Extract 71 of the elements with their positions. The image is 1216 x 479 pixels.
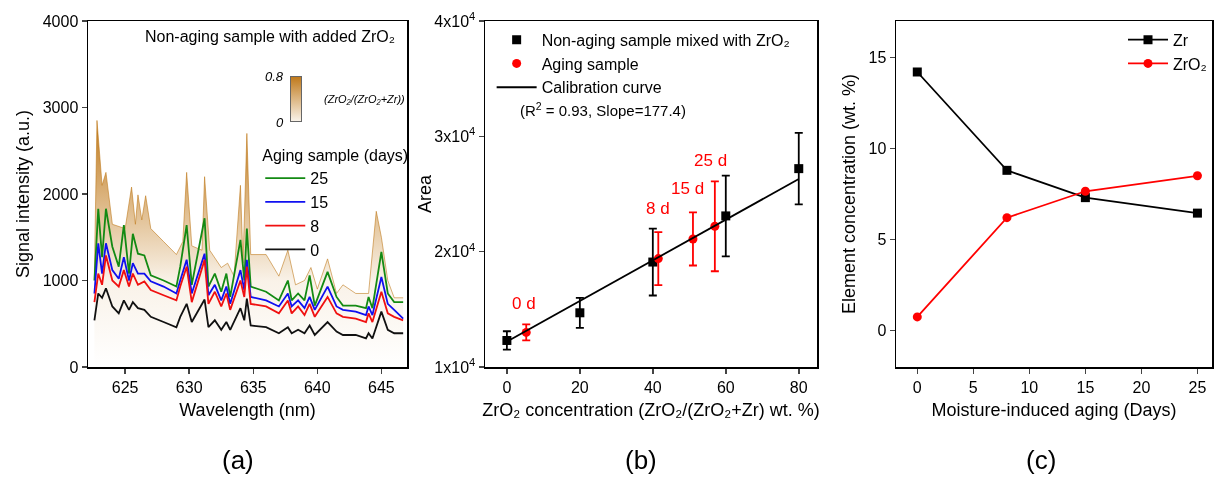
x-tick-label: 0 xyxy=(502,378,512,396)
annotation: Non-aging sample with added ZrO₂ xyxy=(145,28,395,45)
y-tick-label: 1x10$^{4}$ xyxy=(434,355,476,376)
x-tick-label: 625 xyxy=(111,378,139,396)
y-tick-label: 10 xyxy=(868,140,887,158)
x-tick-label: 20 xyxy=(570,378,589,396)
y-tick-label: 4x10$^{4}$ xyxy=(434,9,476,30)
y-axis-title: Element concentration (wt. %) xyxy=(838,73,859,315)
legend-label: Non-aging sample mixed with ZrO₂ xyxy=(541,31,790,49)
y-axis-title: Signal intensity (a.u.) xyxy=(13,109,34,279)
x-tick-label: 0 xyxy=(912,378,922,396)
y-tick-label: 1000 xyxy=(42,272,79,290)
x-tick-label: 20 xyxy=(1132,378,1151,396)
point xyxy=(1002,213,1012,223)
point xyxy=(1192,171,1202,181)
y-axis-title: Area xyxy=(415,174,435,214)
annotation: 15 d xyxy=(671,179,705,198)
y-tick-label: 3000 xyxy=(42,99,79,117)
point xyxy=(1002,165,1012,175)
line-series xyxy=(93,207,405,310)
annotation: 0 xyxy=(276,115,284,130)
text: (b) xyxy=(625,445,657,475)
point xyxy=(575,308,585,318)
point xyxy=(1080,186,1090,196)
x-tick-label: 40 xyxy=(643,378,662,396)
line-series xyxy=(93,254,405,323)
x-axis-title: ZrO₂ concentration (ZrO₂/(ZrO₂+Zr) wt. %) xyxy=(482,399,820,420)
annotation: 0.8 xyxy=(265,69,284,84)
x-tick-label: 640 xyxy=(303,378,331,396)
annotation: 0 d xyxy=(512,294,536,313)
x-tick-label: 5 xyxy=(968,378,978,396)
legend-label: 8 xyxy=(310,217,320,235)
point xyxy=(794,164,804,174)
y-tick-label: 4000 xyxy=(42,12,79,30)
point xyxy=(502,335,512,345)
legend-label: Aging sample xyxy=(541,55,639,73)
point xyxy=(912,67,922,77)
legend-label: 15 xyxy=(310,194,329,212)
x-tick-label: 60 xyxy=(716,378,735,396)
x-tick-label: 80 xyxy=(789,378,808,396)
annotation: (R$^{2}$ = 0.93, Slope=177.4) xyxy=(520,100,686,120)
x-tick-label: 635 xyxy=(239,378,267,396)
x-tick-label: 630 xyxy=(175,378,203,396)
line-series xyxy=(93,287,405,340)
point xyxy=(1192,208,1202,218)
text: (a) xyxy=(222,445,254,475)
legend-title: Aging sample (days) xyxy=(262,147,409,165)
y-tick-label: 5 xyxy=(877,231,887,249)
x-axis-title: Moisture-induced aging (Days) xyxy=(931,399,1177,420)
y-tick-label: 2000 xyxy=(42,185,79,203)
legend-label: Zr xyxy=(1173,31,1189,49)
x-tick-label: 10 xyxy=(1020,378,1039,396)
annotation: 8 d xyxy=(646,199,670,218)
point xyxy=(912,312,922,322)
text: (c) xyxy=(1026,445,1057,475)
x-tick-label: 645 xyxy=(368,378,395,396)
annotation: (ZrO₂/(ZrO₂+Zr)) xyxy=(324,93,406,105)
line-series xyxy=(93,242,405,320)
x-tick-label: 25 xyxy=(1188,378,1207,396)
x-axis-title: Wavelength (nm) xyxy=(179,399,316,420)
x-tick-label: 15 xyxy=(1076,378,1095,396)
y-tick-label: 3x10$^{4}$ xyxy=(434,125,476,145)
legend-label: Calibration curve xyxy=(541,79,662,97)
y-tick-label: 0 xyxy=(69,358,79,376)
y-tick-label: 0 xyxy=(877,322,887,340)
y-tick-label: 2x10$^{4}$ xyxy=(434,240,476,261)
y-tick-label: 15 xyxy=(868,49,887,67)
legend-label: ZrO₂ xyxy=(1173,55,1207,73)
annotation: 25 d xyxy=(694,151,728,170)
legend-label: 0 xyxy=(310,241,320,259)
legend-label: 25 xyxy=(310,170,329,188)
